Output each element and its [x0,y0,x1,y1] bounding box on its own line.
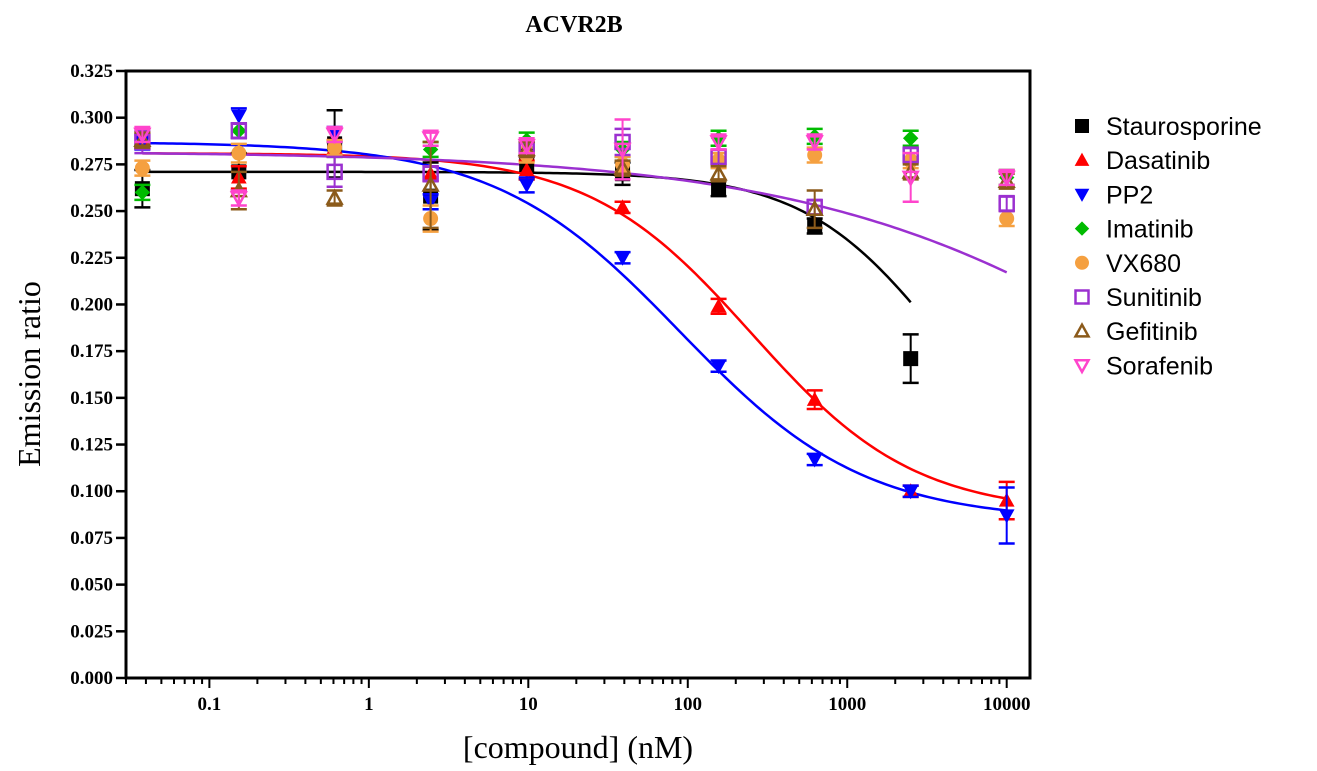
legend-label: Sorafenib [1106,352,1213,380]
data-point [613,142,632,160]
legend-label: Dasatinib [1106,147,1210,175]
data-point [709,135,728,152]
data-point [997,170,1016,188]
legend-marker-sunitinib [1074,289,1090,305]
x-tick-label: 1000 [828,694,866,715]
legend-label: Staurosporine [1106,113,1262,141]
data-point [710,298,727,313]
data-point [230,109,247,124]
legend-label: VX680 [1106,250,1181,278]
legend-marker-imatinib [1074,221,1090,236]
y-tick-label: 0.325 [70,61,113,82]
x-tick-label: 100 [674,694,703,715]
plot-frame [124,69,1032,680]
data-point [133,127,152,145]
data-point [518,178,535,193]
x-axis-title: [compound] (nM) [463,729,693,765]
data-point [902,485,919,500]
data-point [230,122,248,140]
x-tick-label: 10000 [983,694,1031,715]
y-axis-title: Emission ratio [11,281,47,467]
data-point [614,251,631,266]
y-tick-label: 0.050 [70,575,113,596]
fit-curve-sunitinib [142,152,1008,274]
fit-curve-dasatinib [142,152,1007,500]
y-axis: 0.000 0.025 0.050 0.075 0.100 0.125 0.150 0.175… [70,61,126,689]
data-point [901,170,920,188]
data-point [998,509,1015,524]
y-tick-label: 0.150 [70,388,113,409]
data-point [805,135,824,152]
data-point [710,359,727,375]
data-point [806,391,823,406]
data-point [231,145,247,161]
legend-label: Gefitinib [1106,318,1198,346]
data-point [998,195,1015,212]
x-axis: 0.1 1 10 100 1000 10000 [125,678,1031,715]
data-point [517,138,536,156]
y-tick-label: 0.000 [70,668,113,689]
legend-marker-staurosporine [1075,119,1089,133]
data-point [999,211,1015,227]
y-tick-label: 0.025 [70,621,113,642]
data-points [133,107,1016,545]
series-imatinib [134,122,1015,202]
y-tick-label: 0.100 [70,481,113,502]
y-tick-label: 0.250 [70,201,113,222]
legend-label: Imatinib [1106,216,1194,244]
y-tick-label: 0.175 [70,341,113,362]
data-point [902,130,919,146]
data-point [229,191,248,208]
data-point [614,199,631,214]
fit-curve-pp2 [142,141,1007,512]
data-point [134,184,151,201]
y-tick-label: 0.275 [70,154,113,175]
fit-curves [142,141,1008,512]
y-tick-label: 0.300 [70,108,113,129]
series-sorafenib [133,118,1016,208]
data-point [326,163,343,181]
data-point [806,453,823,468]
x-tick-label: 10 [519,694,538,715]
data-point [518,161,535,177]
legend-label: Sunitinib [1106,284,1202,312]
data-point [325,127,344,145]
y-tick-label: 0.200 [70,294,113,315]
legend-label: PP2 [1106,181,1153,209]
legend: Staurosporine Dasatinib PP2 Imatinib VX680 Su… [1073,113,1262,380]
y-tick-label: 0.075 [70,528,113,549]
x-tick-label: 1 [364,694,374,715]
data-point [421,175,440,192]
data-point [805,199,824,217]
data-point [903,351,919,367]
chart-title: ACVR2B [525,12,622,38]
data-point [709,164,728,181]
y-tick-label: 0.125 [70,435,113,456]
legend-marker-vx680 [1075,255,1089,270]
data-point [325,188,344,205]
data-point [133,130,152,147]
x-tick-label: 0.1 [198,694,222,715]
legend-marker-pp2 [1074,188,1090,202]
data-point [134,160,150,176]
data-point [711,181,727,197]
legend-marker-sorafenib [1073,358,1091,375]
y-tick-label: 0.225 [70,248,113,269]
legend-marker-gefitinib [1073,322,1091,338]
data-point [421,131,440,148]
legend-marker-dasatinib [1074,152,1090,166]
